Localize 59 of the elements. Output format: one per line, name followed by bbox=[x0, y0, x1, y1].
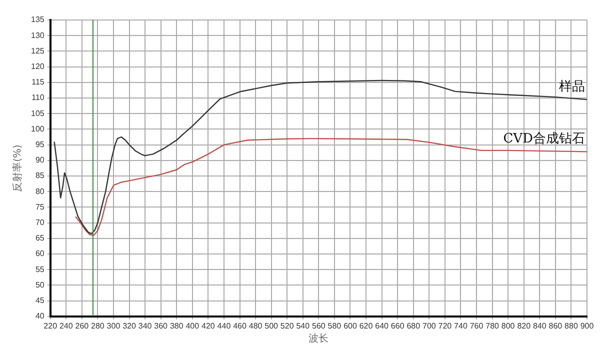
y-tick-label: 65 bbox=[35, 234, 45, 243]
y-tick-label: 130 bbox=[30, 30, 45, 40]
x-tick-label: 700 bbox=[422, 321, 436, 330]
y-tick-label: 45 bbox=[35, 296, 45, 306]
x-tick-label: 220 bbox=[44, 321, 58, 330]
x-tick-label: 680 bbox=[406, 321, 421, 330]
x-tick-label: 440 bbox=[217, 321, 232, 330]
x-tick-label: 520 bbox=[280, 321, 294, 330]
x-tick-label: 560 bbox=[312, 321, 326, 330]
x-tick-label: 620 bbox=[359, 321, 374, 330]
y-tick-label: 70 bbox=[35, 218, 45, 228]
x-tick-label: 660 bbox=[390, 321, 405, 330]
series-label: 样品 bbox=[559, 79, 585, 94]
x-tick-label: 360 bbox=[154, 321, 168, 330]
y-tick-label: 75 bbox=[35, 202, 45, 212]
x-tick-label: 600 bbox=[344, 321, 358, 330]
y-tick-label: 120 bbox=[30, 62, 45, 72]
x-tick-label: 460 bbox=[233, 321, 247, 330]
x-tick-label: 400 bbox=[186, 321, 200, 330]
x-tick-label: 840 bbox=[532, 321, 547, 330]
y-tick-label: 55 bbox=[35, 264, 45, 274]
y-tick-label: 60 bbox=[35, 249, 45, 258]
x-tick-label: 900 bbox=[580, 321, 594, 330]
x-tick-label: 780 bbox=[486, 321, 500, 330]
x-tick-label: 480 bbox=[248, 321, 263, 330]
y-tick-label: 135 bbox=[30, 15, 45, 24]
x-tick-label: 760 bbox=[470, 321, 484, 330]
x-tick-label: 540 bbox=[296, 321, 310, 330]
series-label: CVD合成钻石 bbox=[503, 132, 585, 147]
y-tick-label: 115 bbox=[32, 78, 45, 87]
x-tick-label: 380 bbox=[170, 321, 184, 330]
x-tick-label: 880 bbox=[564, 321, 578, 330]
y-tick-label: 105 bbox=[30, 108, 45, 118]
y-tick-label: 85 bbox=[35, 171, 45, 180]
x-tick-label: 260 bbox=[75, 321, 90, 330]
x-tick-label: 720 bbox=[438, 321, 452, 330]
x-tick-label: 300 bbox=[106, 321, 121, 330]
y-tick-label: 40 bbox=[35, 312, 45, 321]
x-tick-label: 420 bbox=[202, 321, 216, 330]
x-axis-title: 波长 bbox=[308, 332, 329, 345]
y-tick-label: 95 bbox=[35, 140, 45, 150]
x-tick-label: 860 bbox=[548, 321, 563, 330]
x-tick-label: 340 bbox=[138, 321, 152, 330]
y-tick-label: 100 bbox=[30, 124, 45, 134]
x-tick-label: 280 bbox=[91, 321, 105, 330]
x-tick-label: 580 bbox=[328, 321, 342, 330]
x-tick-label: 240 bbox=[59, 321, 74, 330]
y-tick-label: 90 bbox=[35, 156, 45, 165]
y-tick-label: 125 bbox=[30, 46, 45, 56]
x-tick-label: 500 bbox=[264, 321, 279, 330]
y-tick-label: 110 bbox=[32, 93, 45, 102]
y-tick-label: 80 bbox=[35, 186, 45, 196]
y-tick-label: 50 bbox=[35, 280, 45, 290]
x-tick-label: 800 bbox=[501, 321, 516, 330]
x-tick-label: 640 bbox=[375, 321, 390, 330]
y-axis-title: 反射率(%) bbox=[12, 144, 24, 192]
x-tick-label: 320 bbox=[122, 321, 136, 330]
x-tick-label: 740 bbox=[454, 321, 468, 330]
x-tick-label: 820 bbox=[517, 321, 532, 330]
